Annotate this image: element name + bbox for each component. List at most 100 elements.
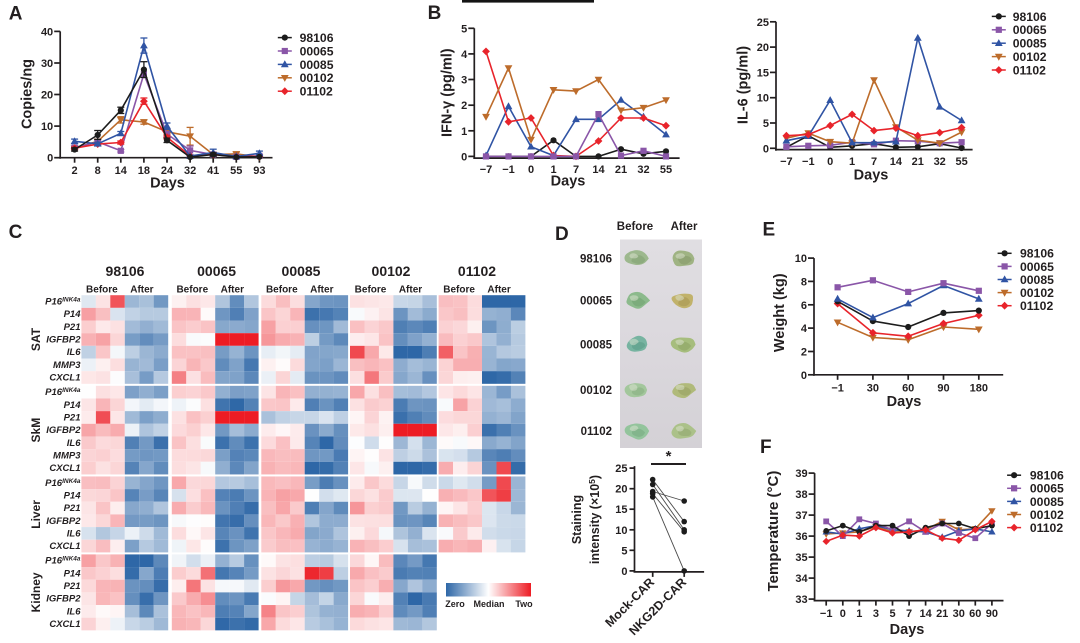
svg-text:7: 7 — [906, 608, 912, 620]
svg-text:IGFBP2: IGFBP2 — [46, 335, 81, 346]
svg-text:−1: −1 — [502, 164, 515, 176]
svg-text:00085: 00085 — [580, 340, 613, 352]
svg-text:98106: 98106 — [106, 263, 145, 279]
svg-text:P14: P14 — [64, 490, 82, 501]
svg-text:21: 21 — [936, 608, 948, 620]
svg-text:4: 4 — [801, 323, 808, 335]
svg-text:After: After — [310, 285, 333, 296]
svg-text:5: 5 — [461, 23, 467, 35]
svg-text:MMP3: MMP3 — [53, 360, 81, 371]
svg-text:IL6: IL6 — [67, 438, 81, 449]
svg-text:32: 32 — [184, 165, 196, 177]
svg-text:20: 20 — [757, 42, 769, 54]
svg-text:Copies/ng: Copies/ng — [20, 59, 36, 129]
svg-text:Before: Before — [617, 221, 653, 233]
svg-text:01102: 01102 — [581, 426, 612, 438]
svg-text:CXCL1: CXCL1 — [49, 619, 80, 630]
svg-text:CXCL1: CXCL1 — [49, 463, 80, 474]
svg-text:P14: P14 — [64, 400, 82, 411]
svg-text:E: E — [763, 220, 776, 241]
svg-text:−7: −7 — [480, 164, 493, 176]
svg-text:3: 3 — [461, 75, 467, 87]
svg-text:C: C — [9, 222, 23, 243]
svg-text:0: 0 — [763, 143, 769, 155]
svg-text:55: 55 — [955, 156, 967, 168]
svg-text:Days: Days — [887, 394, 922, 410]
svg-text:*: * — [666, 448, 672, 465]
svg-text:60: 60 — [969, 608, 981, 620]
svg-text:98106: 98106 — [1030, 469, 1064, 483]
svg-text:00065: 00065 — [580, 296, 613, 308]
svg-text:intensity (×105): intensity (×105) — [587, 475, 602, 564]
svg-text:Days: Days — [854, 168, 889, 184]
svg-text:CXCL1: CXCL1 — [49, 541, 80, 552]
svg-text:After: After — [221, 285, 244, 296]
svg-text:IGFBP2: IGFBP2 — [46, 594, 81, 605]
svg-text:32: 32 — [637, 164, 649, 176]
svg-text:Before: Before — [355, 285, 387, 296]
svg-text:SkM: SkM — [29, 418, 43, 443]
svg-text:33: 33 — [795, 594, 807, 606]
svg-text:A: A — [9, 4, 23, 25]
svg-text:00085: 00085 — [300, 58, 334, 72]
svg-text:−1: −1 — [831, 382, 844, 394]
svg-text:8: 8 — [801, 276, 807, 288]
svg-text:21: 21 — [912, 156, 924, 168]
svg-text:1: 1 — [856, 608, 862, 620]
svg-text:0: 0 — [621, 566, 627, 578]
svg-text:10: 10 — [795, 253, 807, 265]
svg-text:00065: 00065 — [1020, 260, 1054, 274]
svg-text:P16INK4a: P16INK4a — [45, 387, 81, 398]
svg-text:14: 14 — [115, 165, 128, 177]
svg-text:0: 0 — [827, 156, 833, 168]
svg-text:41: 41 — [207, 165, 219, 177]
svg-text:00102: 00102 — [1020, 286, 1054, 300]
svg-text:Days: Days — [551, 174, 586, 190]
svg-text:00085: 00085 — [1020, 273, 1054, 287]
svg-text:00085: 00085 — [282, 263, 321, 279]
svg-text:00102: 00102 — [300, 71, 334, 85]
svg-text:Weight (kg): Weight (kg) — [772, 273, 788, 352]
svg-text:98106: 98106 — [580, 254, 612, 266]
svg-text:IFN-γ (pg/ml): IFN-γ (pg/ml) — [439, 48, 455, 137]
svg-text:P16INK4a: P16INK4a — [45, 478, 81, 489]
svg-text:00085: 00085 — [1030, 495, 1064, 509]
svg-text:After: After — [671, 221, 698, 233]
svg-text:D: D — [555, 224, 569, 245]
svg-text:IGFBP2: IGFBP2 — [46, 516, 81, 527]
svg-text:2: 2 — [801, 347, 807, 359]
svg-text:0: 0 — [840, 608, 846, 620]
svg-text:Days: Days — [890, 622, 925, 638]
svg-text:00065: 00065 — [197, 263, 236, 279]
svg-text:0: 0 — [461, 151, 467, 163]
svg-text:180: 180 — [970, 382, 988, 394]
svg-text:Kidney: Kidney — [29, 572, 43, 612]
svg-text:01102: 01102 — [300, 85, 333, 99]
svg-text:IL6: IL6 — [67, 606, 81, 617]
svg-text:60: 60 — [902, 382, 914, 394]
svg-text:2: 2 — [72, 165, 78, 177]
svg-text:Before: Before — [443, 285, 475, 296]
svg-text:01102: 01102 — [1020, 299, 1053, 313]
svg-text:10: 10 — [41, 121, 53, 133]
svg-text:90: 90 — [986, 608, 998, 620]
svg-text:0: 0 — [528, 164, 534, 176]
svg-text:Staining: Staining — [570, 495, 584, 544]
svg-text:00102: 00102 — [580, 385, 612, 397]
svg-text:00102: 00102 — [1013, 50, 1047, 64]
svg-text:30: 30 — [953, 608, 965, 620]
svg-text:36: 36 — [795, 531, 807, 543]
svg-text:01102: 01102 — [1013, 63, 1046, 77]
svg-text:00065: 00065 — [1030, 482, 1064, 496]
svg-text:−1: −1 — [802, 156, 815, 168]
svg-text:14: 14 — [592, 164, 605, 176]
svg-text:4: 4 — [461, 49, 468, 61]
svg-text:14: 14 — [919, 608, 932, 620]
svg-text:Before: Before — [266, 285, 298, 296]
svg-text:Before: Before — [86, 285, 118, 296]
svg-text:40: 40 — [41, 26, 53, 38]
svg-text:00085: 00085 — [1013, 37, 1047, 51]
svg-text:90: 90 — [937, 382, 949, 394]
svg-text:8: 8 — [95, 165, 101, 177]
svg-text:39: 39 — [795, 468, 807, 480]
